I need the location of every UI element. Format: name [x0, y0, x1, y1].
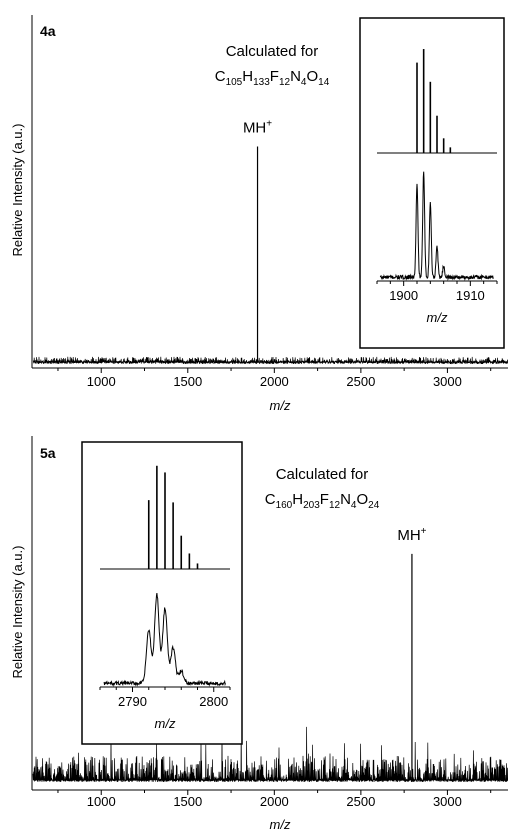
- x-tick-label: 1000: [87, 374, 116, 389]
- formula-subscript: 160: [276, 500, 293, 511]
- formula-subscript: 105: [226, 77, 243, 88]
- x-tick-label: 3000: [433, 374, 462, 389]
- formula-subscript: 4: [301, 77, 307, 88]
- formula: C160H203F12N4O24: [265, 491, 380, 511]
- y-axis-label: Relative Intensity (a.u.): [10, 124, 25, 257]
- formula-element: N: [340, 491, 351, 508]
- formula-element: O: [356, 491, 368, 508]
- x-tick-label: 2000: [260, 374, 289, 389]
- inset-x-axis-label: m/z: [155, 716, 176, 731]
- inset-x-tick-label: 2800: [199, 694, 228, 709]
- formula-subscript: 12: [329, 500, 341, 511]
- x-tick-label: 1500: [173, 794, 202, 809]
- peak-label-base: MH: [243, 119, 266, 136]
- formula: C105H133F12N4O14: [215, 68, 330, 88]
- formula-element: F: [320, 491, 329, 508]
- inset-x-tick-label: 2790: [118, 694, 147, 709]
- formula-subscript: 203: [303, 500, 320, 511]
- inset-exp-trace: [103, 593, 226, 687]
- peak-label: MH+: [243, 118, 272, 136]
- inset-x-tick-label: 1900: [389, 288, 418, 303]
- spectrum-noise: [32, 356, 508, 365]
- formula-element: C: [265, 491, 276, 508]
- x-tick-label: 2000: [260, 794, 289, 809]
- formula-element: N: [290, 68, 301, 85]
- calc-text: Calculated for: [226, 43, 319, 60]
- x-tick-label: 1500: [173, 374, 202, 389]
- peak-label: MH+: [397, 526, 426, 544]
- inset-4a: 1900 1910 m/z: [359, 17, 505, 349]
- peak-label-sup: +: [266, 118, 272, 129]
- x-axis-label: m/z: [270, 817, 291, 832]
- calc-text: Calculated for: [276, 466, 369, 483]
- inset-5a: 2790 2800 m/z: [81, 441, 243, 745]
- y-axis-label: Relative Intensity (a.u.): [10, 546, 25, 679]
- formula-element: C: [215, 68, 226, 85]
- formula-subscript: 14: [318, 77, 330, 88]
- inset-x-axis-label: m/z: [427, 310, 448, 325]
- formula-element: O: [306, 68, 318, 85]
- formula-element: H: [292, 491, 303, 508]
- formula-subscript: 4: [351, 500, 357, 511]
- formula-subscript: 133: [253, 77, 270, 88]
- peak-label-sup: +: [421, 526, 427, 537]
- inset-frame: [359, 17, 505, 349]
- peak-label-base: MH: [397, 527, 420, 544]
- formula-subscript: 12: [279, 77, 291, 88]
- x-tick-label: 2500: [346, 794, 375, 809]
- panel-label: 5a: [40, 445, 56, 461]
- x-tick-label: 3000: [433, 794, 462, 809]
- x-tick-label: 2500: [346, 374, 375, 389]
- x-tick-label: 1000: [87, 794, 116, 809]
- inset-exp-trace: [379, 171, 494, 281]
- panel-label: 4a: [40, 23, 56, 39]
- formula-element: H: [242, 68, 253, 85]
- formula-subscript: 24: [368, 500, 380, 511]
- inset-frame: [81, 441, 243, 745]
- formula-element: F: [270, 68, 279, 85]
- x-axis-label: m/z: [270, 398, 291, 413]
- spectrum-noise: [32, 721, 508, 783]
- inset-x-tick-label: 1910: [456, 288, 485, 303]
